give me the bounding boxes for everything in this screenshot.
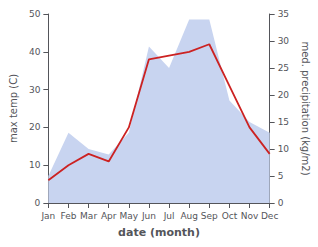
svg-text:Jul: Jul — [163, 211, 175, 221]
svg-text:10: 10 — [278, 144, 290, 154]
svg-text:40: 40 — [29, 47, 41, 57]
svg-text:Sep: Sep — [201, 211, 218, 221]
svg-text:Feb: Feb — [61, 211, 77, 221]
svg-text:0: 0 — [35, 198, 41, 208]
svg-text:med. precipitation (kg/m2): med. precipitation (kg/m2) — [300, 41, 311, 175]
svg-text:15: 15 — [278, 117, 289, 127]
svg-text:0: 0 — [278, 198, 284, 208]
svg-text:max temp (C): max temp (C) — [8, 74, 19, 143]
svg-text:30: 30 — [29, 85, 41, 95]
svg-text:20: 20 — [29, 122, 41, 132]
svg-text:date (month): date (month) — [118, 226, 200, 239]
svg-text:5: 5 — [278, 171, 284, 181]
svg-text:Oct: Oct — [222, 211, 238, 221]
svg-text:Apr: Apr — [101, 211, 117, 221]
svg-text:10: 10 — [29, 160, 41, 170]
svg-text:20: 20 — [278, 90, 290, 100]
svg-text:May: May — [120, 211, 139, 221]
svg-text:25: 25 — [278, 63, 289, 73]
svg-text:Mar: Mar — [80, 211, 97, 221]
svg-text:Jun: Jun — [141, 211, 156, 221]
svg-text:35: 35 — [278, 9, 289, 19]
svg-text:30: 30 — [278, 36, 290, 46]
svg-text:Dec: Dec — [261, 211, 278, 221]
svg-text:50: 50 — [29, 9, 41, 19]
svg-text:Nov: Nov — [241, 211, 259, 221]
svg-text:Jan: Jan — [40, 211, 55, 221]
svg-text:Aug: Aug — [180, 211, 198, 221]
